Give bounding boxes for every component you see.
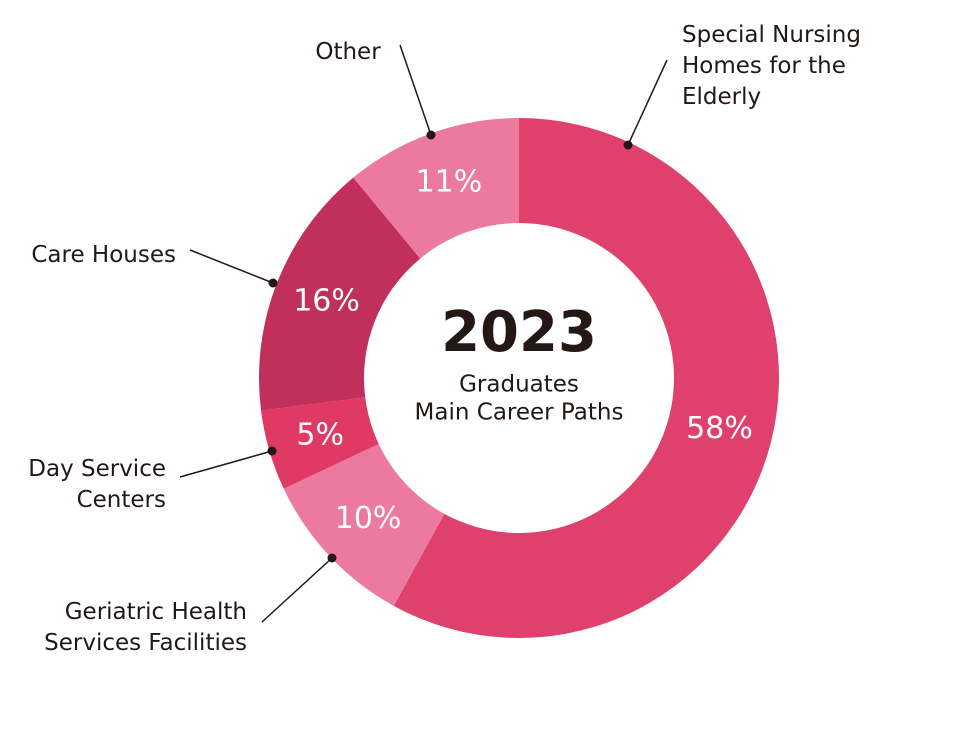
leader-line (189, 249, 274, 284)
center-subtitle: Graduates (459, 372, 579, 398)
category-label: Day Service Centers (28, 456, 166, 513)
center-subtitle: Main Career Paths (415, 400, 624, 426)
category-label: Special Nursing Homes for the Elderly (682, 22, 861, 110)
donut-segment (283, 443, 445, 606)
leader-dot (426, 130, 436, 140)
leader-dot (268, 278, 278, 288)
donut-segment (259, 177, 421, 411)
leader-dot (623, 140, 633, 150)
value-label: 10% (335, 501, 402, 536)
value-label: 11% (416, 165, 483, 200)
category-label: Other (315, 39, 381, 65)
leader-dot (327, 553, 337, 563)
leader-line (399, 44, 432, 136)
value-label: 16% (293, 283, 360, 318)
category-label: Geriatric Health Services Facilities (44, 599, 247, 656)
value-label: 58% (686, 411, 753, 446)
donut-segment (353, 118, 519, 259)
value-label: 5% (296, 417, 344, 452)
leader-line (261, 557, 333, 623)
leader-line (627, 59, 668, 146)
donut-segment (393, 118, 780, 639)
center-title: 2023 (441, 300, 597, 365)
donut-segment (261, 397, 379, 489)
leader-line (179, 450, 273, 478)
leader-dot (267, 446, 277, 456)
category-label: Care Houses (31, 242, 176, 268)
